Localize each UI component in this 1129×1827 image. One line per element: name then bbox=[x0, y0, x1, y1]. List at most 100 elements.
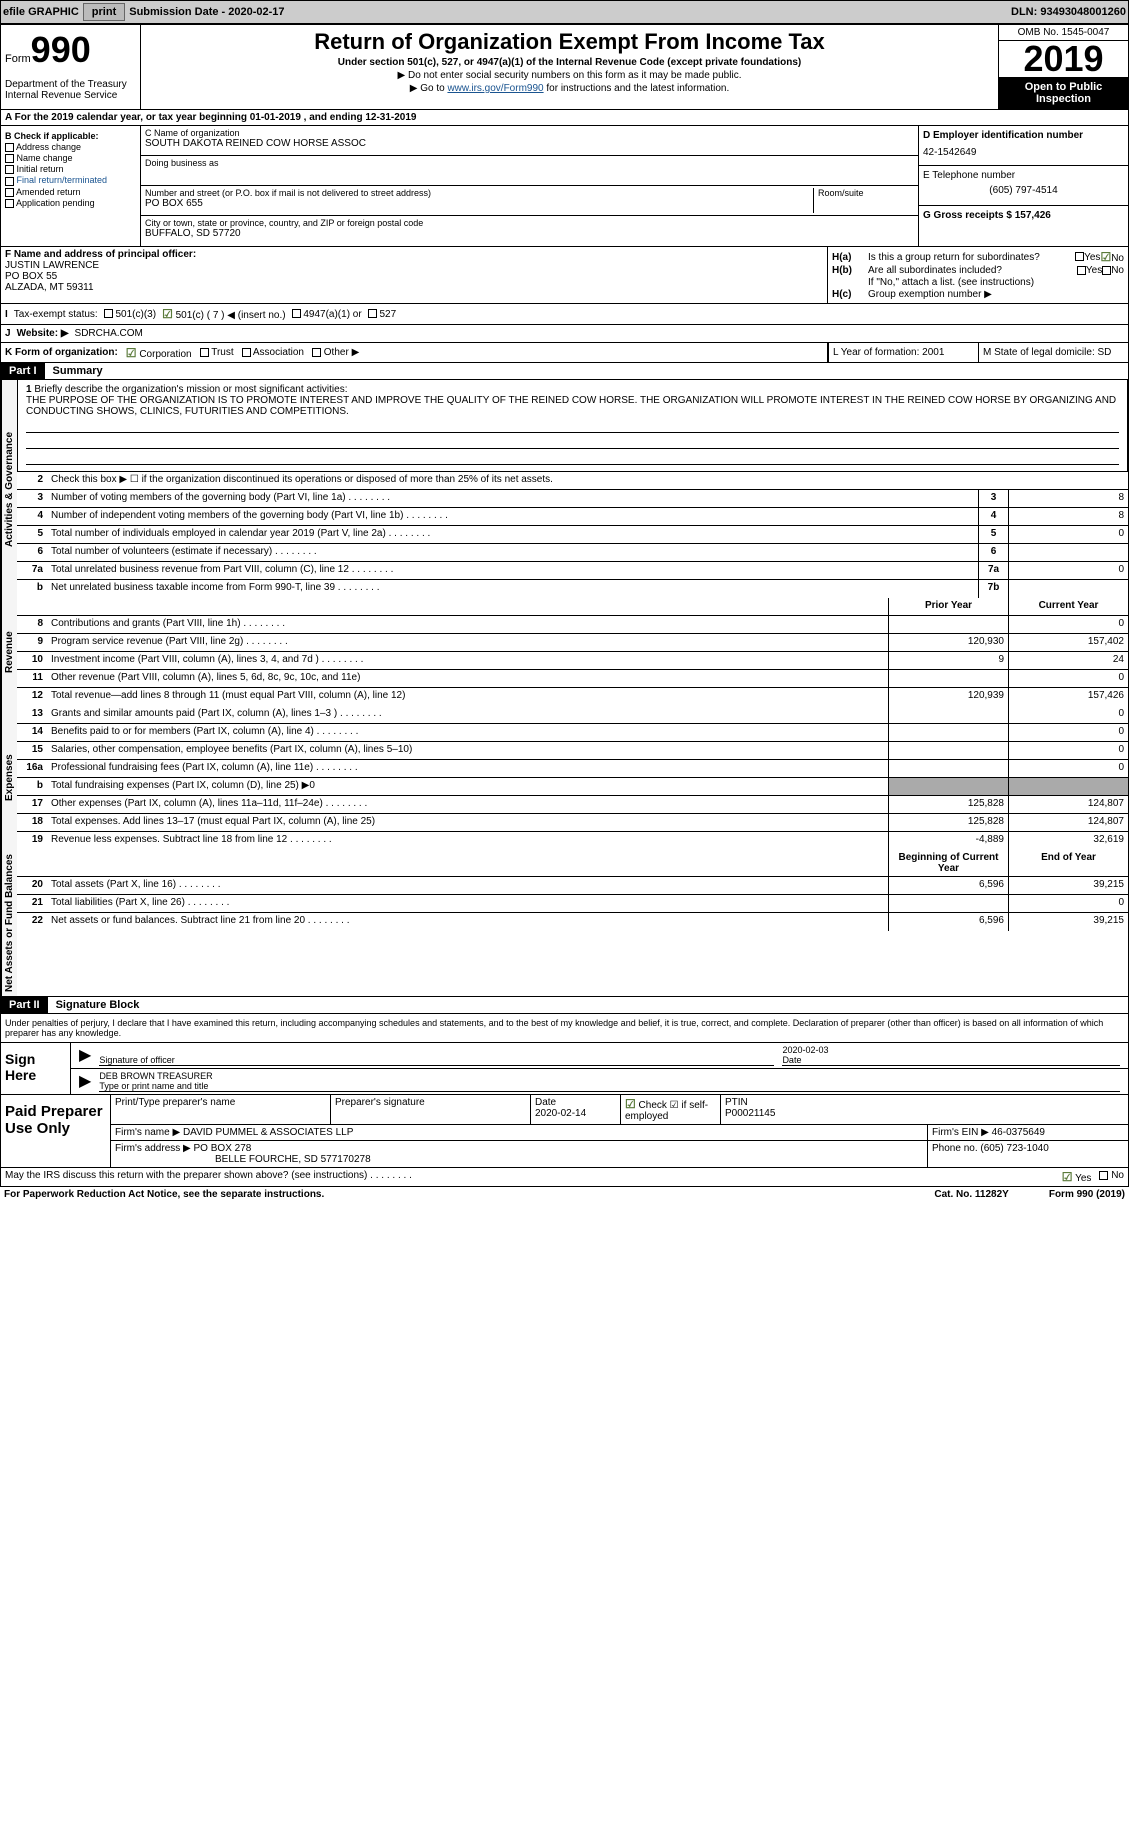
f-label: F Name and address of principal officer: bbox=[5, 249, 823, 260]
line5: 5Total number of individuals employed in… bbox=[17, 526, 1128, 544]
website-value: SDRCHA.COM bbox=[75, 328, 143, 339]
line20: 20Total assets (Part X, line 16)6,59639,… bbox=[17, 877, 1128, 895]
efile-label: efile GRAPHIC bbox=[3, 6, 79, 18]
underline bbox=[26, 451, 1119, 465]
line6: 6Total number of volunteers (estimate if… bbox=[17, 544, 1128, 562]
line17: 17Other expenses (Part IX, column (A), l… bbox=[17, 796, 1128, 814]
cb-final-return[interactable]: Final return/terminated bbox=[5, 175, 136, 185]
org-name-box: C Name of organization SOUTH DAKOTA REIN… bbox=[141, 126, 918, 156]
irs-link[interactable]: www.irs.gov/Form990 bbox=[447, 83, 543, 94]
cb-application-pending[interactable]: Application pending bbox=[5, 198, 136, 208]
header-right: OMB No. 1545-0047 2019 Open to Public In… bbox=[998, 25, 1128, 109]
part1-header-row: Part I Summary bbox=[0, 363, 1129, 380]
line13: 13Grants and similar amounts paid (Part … bbox=[17, 706, 1128, 724]
cb-other[interactable]: Other ▶ bbox=[312, 347, 359, 358]
part1-header: Part I bbox=[1, 363, 45, 379]
line7a: 7aTotal unrelated business revenue from … bbox=[17, 562, 1128, 580]
prep-row1: Print/Type preparer's name Preparer's si… bbox=[111, 1095, 1128, 1125]
org-name-value: SOUTH DAKOTA REINED COW HORSE ASSOC bbox=[145, 138, 914, 149]
underline bbox=[26, 435, 1119, 449]
section-m: M State of legal domicile: SD bbox=[978, 343, 1128, 362]
part2-title: Signature Block bbox=[48, 997, 148, 1013]
submission-date: Submission Date - 2020-02-17 bbox=[129, 6, 284, 18]
line-a: A For the 2019 calendar year, or tax yea… bbox=[0, 110, 1129, 126]
section-h: H(a) Is this a group return for subordin… bbox=[828, 247, 1128, 303]
part2-header: Part II bbox=[1, 997, 48, 1013]
revenue-label: Revenue bbox=[1, 598, 17, 706]
cb-501c3[interactable]: 501(c)(3) bbox=[104, 309, 156, 320]
receipts-label: G Gross receipts $ 157,426 bbox=[923, 210, 1124, 221]
cb-501c[interactable]: ☑ 501(c) ( 7 ) ◀ (insert no.) bbox=[162, 307, 286, 321]
year-headers2: Beginning of Current YearEnd of Year bbox=[17, 850, 1128, 877]
discuss-yes[interactable]: ☑ Yes bbox=[1062, 1170, 1092, 1184]
print-button[interactable]: print bbox=[83, 3, 125, 21]
ein-box: D Employer identification number 42-1542… bbox=[919, 126, 1128, 166]
line10: 10Investment income (Part VIII, column (… bbox=[17, 652, 1128, 670]
cb-4947[interactable]: 4947(a)(1) or bbox=[292, 309, 362, 320]
cb-amended-return[interactable]: Amended return bbox=[5, 187, 136, 197]
line21: 21Total liabilities (Part X, line 26)0 bbox=[17, 895, 1128, 913]
section-i: I Tax-exempt status: 501(c)(3) ☑ 501(c) … bbox=[0, 304, 1129, 325]
hc-row: H(c) Group exemption number ▶ bbox=[832, 289, 1124, 300]
section-k: K Form of organization: ☑ Corporation Tr… bbox=[1, 343, 828, 362]
street-value: PO BOX 655 bbox=[145, 198, 809, 209]
netassets-label: Net Assets or Fund Balances bbox=[1, 850, 17, 996]
hb-no[interactable]: No bbox=[1102, 265, 1124, 276]
form-subtitle: Under section 501(c), 527, or 4947(a)(1)… bbox=[145, 57, 994, 68]
dln-number: DLN: 93493048001260 bbox=[1011, 6, 1126, 18]
cb-address-change[interactable]: Address change bbox=[5, 142, 136, 152]
hb-note: If "No," attach a list. (see instruction… bbox=[832, 277, 1124, 288]
cat-number: Cat. No. 11282Y bbox=[934, 1189, 1008, 1200]
section-bcd: B Check if applicable: Address change Na… bbox=[0, 126, 1129, 247]
governance-label: Activities & Governance bbox=[1, 380, 17, 598]
form-title: Return of Organization Exempt From Incom… bbox=[145, 29, 994, 55]
hb-yes[interactable]: Yes bbox=[1077, 265, 1102, 276]
part1-title: Summary bbox=[45, 363, 111, 379]
cb-assoc[interactable]: Association bbox=[242, 347, 304, 358]
line12: 12Total revenue—add lines 8 through 11 (… bbox=[17, 688, 1128, 706]
officer-signature[interactable]: Signature of officer bbox=[99, 1045, 774, 1066]
org-name-label: C Name of organization bbox=[145, 128, 914, 138]
section-f: F Name and address of principal officer:… bbox=[1, 247, 828, 303]
preparer-section: Paid Preparer Use Only Print/Type prepar… bbox=[0, 1095, 1129, 1168]
city-box: City or town, state or province, country… bbox=[141, 216, 918, 246]
footer: For Paperwork Reduction Act Notice, see … bbox=[0, 1187, 1129, 1202]
section-d: D Employer identification number 42-1542… bbox=[918, 126, 1128, 246]
line1: 1 Briefly describe the organization's mi… bbox=[17, 380, 1128, 472]
ha-no[interactable]: ☑No bbox=[1100, 250, 1124, 264]
section-fh: F Name and address of principal officer:… bbox=[0, 247, 1129, 304]
cb-name-change[interactable]: Name change bbox=[5, 153, 136, 163]
section-klm: K Form of organization: ☑ Corporation Tr… bbox=[0, 343, 1129, 363]
room-label: Room/suite bbox=[818, 188, 914, 198]
underline bbox=[26, 419, 1119, 433]
dba-label: Doing business as bbox=[145, 158, 914, 168]
sig-intro: Under penalties of perjury, I declare th… bbox=[1, 1014, 1128, 1043]
ein-value: 42-1542649 bbox=[923, 147, 1124, 158]
discuss-no[interactable]: No bbox=[1099, 1170, 1124, 1184]
ha-yes[interactable]: Yes bbox=[1075, 252, 1100, 263]
form-number: Form990 bbox=[5, 29, 136, 71]
b-header: B Check if applicable: bbox=[5, 131, 136, 141]
sign-here-row: Sign Here ▶ Signature of officer 2020-02… bbox=[1, 1043, 1128, 1094]
dba-box: Doing business as bbox=[141, 156, 918, 186]
cb-initial-return[interactable]: Initial return bbox=[5, 164, 136, 174]
ha-row: H(a) Is this a group return for subordin… bbox=[832, 250, 1124, 264]
sign-here-label: Sign Here bbox=[1, 1043, 71, 1094]
cb-527[interactable]: 527 bbox=[368, 309, 396, 320]
line8: 8Contributions and grants (Part VIII, li… bbox=[17, 616, 1128, 634]
tax-year: 2019 bbox=[999, 41, 1128, 77]
officer-city: ALZADA, MT 59311 bbox=[5, 282, 823, 293]
sig-date-field: 2020-02-03Date bbox=[782, 1045, 1120, 1066]
pointer-icon: ▶ bbox=[75, 1045, 95, 1066]
street-label: Number and street (or P.O. box if mail i… bbox=[145, 188, 809, 198]
expenses-label: Expenses bbox=[1, 706, 17, 850]
discuss-row: May the IRS discuss this return with the… bbox=[0, 1168, 1129, 1187]
cb-trust[interactable]: Trust bbox=[200, 347, 234, 358]
note-link: ▶ Go to www.irs.gov/Form990 for instruct… bbox=[145, 83, 994, 94]
line16b: bTotal fundraising expenses (Part IX, co… bbox=[17, 778, 1128, 796]
paperwork-notice: For Paperwork Reduction Act Notice, see … bbox=[4, 1189, 324, 1200]
paid-preparer-label: Paid Preparer Use Only bbox=[1, 1095, 111, 1167]
cb-corp[interactable]: ☑ Corporation bbox=[126, 346, 192, 360]
officer-name-field: DEB BROWN TREASURERType or print name an… bbox=[99, 1071, 1120, 1092]
governance-section: Activities & Governance 1 Briefly descri… bbox=[0, 380, 1129, 598]
